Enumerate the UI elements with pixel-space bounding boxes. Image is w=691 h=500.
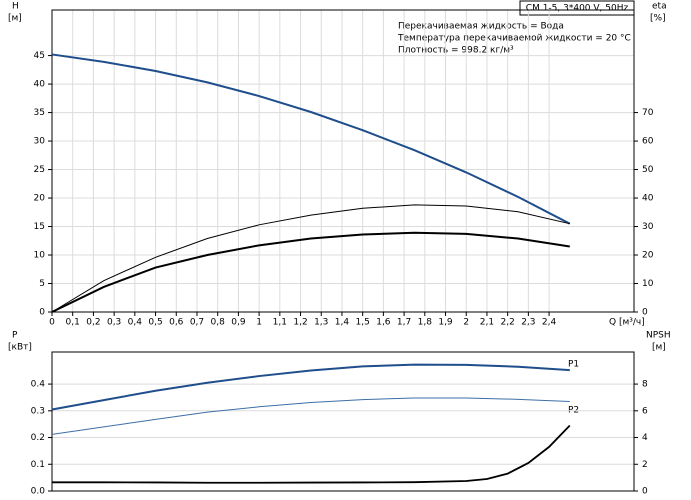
info-line: Температура перекачиваемой жидкости = 20… xyxy=(397,34,631,44)
x-tick-label: 1,9 xyxy=(438,318,453,328)
y2-tick-label: 70 xyxy=(642,108,654,118)
y-tick-label: 35 xyxy=(34,108,45,118)
x-tick-label: 0 xyxy=(49,318,55,328)
info-line: Перекачиваемая жидкость = Вода xyxy=(398,22,564,32)
y2-tick-label: 4 xyxy=(642,433,648,443)
y2-tick-label: 50 xyxy=(642,165,654,175)
x-tick-label: 1,1 xyxy=(273,318,287,328)
series-label: P1 xyxy=(568,360,579,370)
x-tick-label: 1,3 xyxy=(314,318,328,328)
x-tick-label: 2,3 xyxy=(521,318,535,328)
y-tick-label: 25 xyxy=(34,165,45,175)
curve xyxy=(51,397,570,435)
x-tick-label: 2,2 xyxy=(500,318,514,328)
x-tick-label: 1,4 xyxy=(335,318,350,328)
y2-tick-label: 40 xyxy=(642,194,654,204)
y2-unit: [%] xyxy=(650,14,666,24)
y2-tick-label: 60 xyxy=(642,137,654,147)
y-tick-label: 20 xyxy=(34,194,46,204)
y2-label: NPSH xyxy=(646,331,671,341)
curve xyxy=(52,424,571,484)
x-tick-label: 1,5 xyxy=(356,318,370,328)
x-tick-label: 2 xyxy=(463,318,469,328)
x-tick-label: 2,1 xyxy=(480,318,494,328)
curve xyxy=(51,231,570,313)
y-tick-label: 0 xyxy=(39,308,45,318)
curve xyxy=(51,363,570,411)
plot-frame xyxy=(51,351,635,492)
x-tick-label: 0,4 xyxy=(128,318,143,328)
x-tick-label: 0,1 xyxy=(66,318,80,328)
plot-frame xyxy=(51,9,635,313)
y2-tick-label: 0 xyxy=(642,308,648,318)
x-tick-label: 0,9 xyxy=(231,318,246,328)
x-tick-label: 1,2 xyxy=(293,318,307,328)
y2-tick-label: 8 xyxy=(642,380,648,390)
y2-tick-label: 6 xyxy=(642,406,648,416)
info-line: Плотность = 998.2 кг/м³ xyxy=(398,46,514,56)
model-box xyxy=(519,0,635,16)
x-tick-label: 1,6 xyxy=(376,318,391,328)
x-tick-label: 1 xyxy=(256,318,262,328)
y2-label: eta xyxy=(652,2,667,12)
y-tick-label: 0.3 xyxy=(31,406,45,416)
y-tick-label: 30 xyxy=(34,137,46,147)
y-label: H xyxy=(12,2,19,12)
y-tick-label: 0.2 xyxy=(31,433,45,443)
y-tick-label: 45 xyxy=(34,51,45,61)
y-label: P xyxy=(12,331,18,341)
x-tick-label: 1,7 xyxy=(397,318,411,328)
y-tick-label: 15 xyxy=(34,222,45,232)
y2-tick-label: 30 xyxy=(642,222,654,232)
y-unit: [кВт] xyxy=(8,343,32,353)
y-unit: [м] xyxy=(8,14,22,24)
x-tick-label: 0,6 xyxy=(169,318,184,328)
y-tick-label: 5 xyxy=(39,279,45,289)
y2-tick-label: 10 xyxy=(642,279,654,289)
x-tick-label: 2,4 xyxy=(542,318,557,328)
curve xyxy=(51,53,571,225)
y2-tick-label: 20 xyxy=(642,251,654,261)
model: CM 1-5, 3*400 V, 50Hz xyxy=(526,4,629,14)
y-tick-label: 0.1 xyxy=(31,460,45,470)
y2-tick-label: 0 xyxy=(642,487,648,497)
x-tick-label: 0,2 xyxy=(86,318,100,328)
x-tick-label: 0,7 xyxy=(190,318,204,328)
x-tick-label: 0,3 xyxy=(107,318,121,328)
curve xyxy=(51,204,570,313)
y-tick-label: 0.4 xyxy=(31,380,46,390)
y-tick-label: 10 xyxy=(34,251,46,261)
y-tick-label: 0.0 xyxy=(31,487,46,497)
x-label: Q [м³/ч] xyxy=(609,318,645,328)
x-tick-label: 0,8 xyxy=(211,318,226,328)
x-tick-label: 0,5 xyxy=(148,318,162,328)
y2-tick-label: 2 xyxy=(642,460,648,470)
y-tick-label: 40 xyxy=(34,80,46,90)
x-tick-label: 1,8 xyxy=(418,318,433,328)
y2-unit: [м] xyxy=(652,343,666,353)
